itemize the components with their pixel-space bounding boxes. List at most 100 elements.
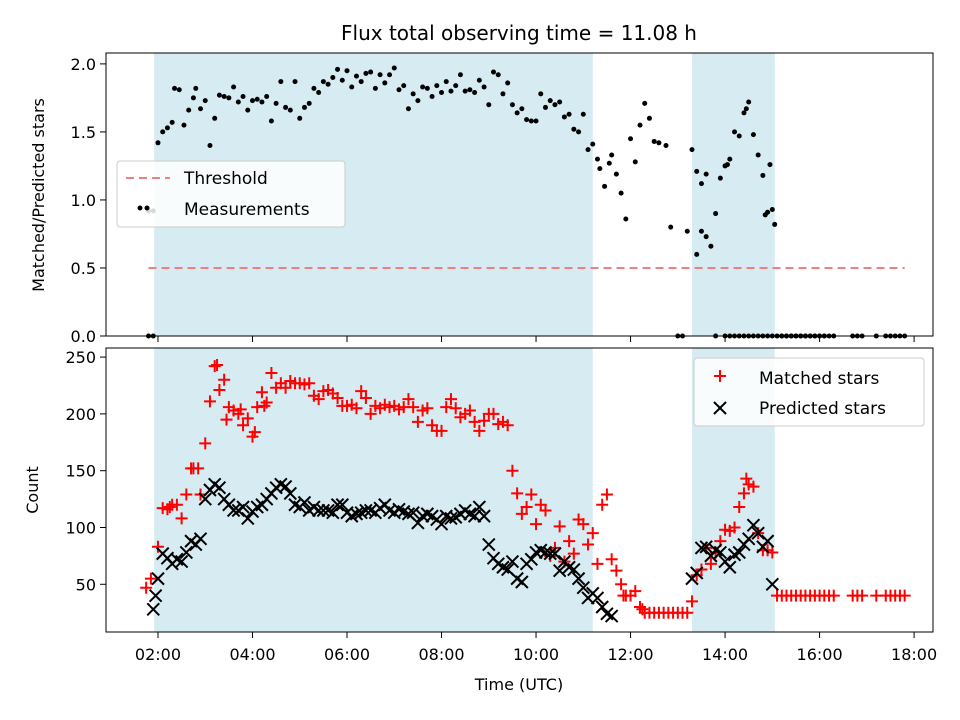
predicted-star-point — [241, 511, 255, 526]
predicted-star-point — [548, 546, 562, 561]
measurement-point — [703, 234, 709, 240]
measurement-point — [628, 136, 634, 142]
measurement-point — [542, 104, 548, 110]
matched-star-point — [255, 386, 268, 399]
matched-star-point — [563, 535, 576, 548]
ratio-y-axis-label: Matched/Predicted stars — [29, 98, 48, 292]
measurement-point — [155, 140, 161, 146]
matched-star-point — [237, 419, 250, 432]
measurement-point — [743, 106, 749, 112]
measurement-point — [415, 98, 421, 104]
measurement-point — [755, 152, 761, 158]
matched-star-point — [615, 578, 628, 591]
measurement-point — [632, 159, 638, 165]
matched-star-point — [553, 520, 566, 533]
measurement-point — [181, 122, 187, 128]
predicted-star-point — [198, 492, 212, 506]
measurement-point — [240, 94, 246, 100]
measurement-point — [297, 115, 303, 121]
ratio-observing-window-1 — [691, 53, 775, 336]
predicted-star-point — [467, 509, 482, 523]
measurement-point — [656, 140, 662, 146]
measurement-point — [472, 89, 478, 95]
measurement-point — [486, 102, 492, 108]
matched-star-point — [411, 415, 424, 428]
matched-star-point — [856, 589, 869, 602]
matched-star-point — [151, 540, 164, 553]
measurement-point — [235, 99, 241, 105]
matched-star-point — [350, 402, 363, 415]
count-panel-frame — [105, 347, 934, 633]
measurement-point — [311, 85, 317, 91]
count-x-tick-label: 02:00 — [135, 645, 181, 664]
predicted-star-point — [482, 537, 496, 552]
matched-star-point — [331, 391, 344, 404]
measurement-point — [476, 77, 482, 83]
predicted-star-point — [723, 560, 737, 574]
measurement-point — [349, 84, 355, 90]
matched-star-point — [144, 572, 157, 585]
predicted-star-point — [477, 509, 491, 523]
predicted-star-point — [349, 507, 364, 521]
predicted-star-point — [283, 486, 298, 501]
count-x-tick-label: 06:00 — [324, 645, 370, 664]
predicted-star-point — [326, 506, 340, 520]
measurement-point — [429, 94, 435, 100]
measurement-point — [358, 79, 364, 85]
measurement-point — [268, 118, 274, 124]
measurement-point — [491, 69, 497, 75]
measurement-point — [736, 133, 742, 139]
measurement-point — [453, 83, 459, 89]
matched-star-point — [208, 360, 221, 373]
predicted-star-point — [699, 540, 713, 554]
measurement-point — [249, 98, 255, 104]
measurement-point — [765, 209, 771, 215]
measurement-point — [226, 95, 232, 101]
predicted-star-point — [444, 511, 458, 526]
measurement-point — [169, 119, 175, 125]
predicted-star-point — [151, 571, 165, 586]
measurement-point — [566, 111, 572, 117]
legend-threshold-label: Threshold — [183, 169, 268, 189]
ratio-legend: Threshold Measurements — [116, 160, 346, 228]
matched-star-point — [478, 414, 491, 427]
count-y-axis-label: Count — [23, 466, 42, 514]
measurement-point — [164, 125, 170, 131]
measurement-point — [273, 100, 279, 106]
matched-star-point — [175, 512, 188, 525]
measurement-point — [698, 228, 704, 234]
measurement-point — [424, 85, 430, 91]
measurement-point — [190, 95, 196, 101]
measurement-point — [613, 171, 619, 177]
matched-star-point — [355, 385, 368, 398]
measurement-point — [245, 107, 251, 113]
measurement-point — [505, 80, 511, 86]
measurement-point — [330, 74, 336, 80]
measurement-point — [172, 85, 178, 91]
matched-star-point — [265, 366, 278, 379]
matched-star-point — [605, 553, 618, 566]
matched-star-point — [728, 521, 741, 534]
matched-star-point — [170, 498, 183, 511]
count-panel: 50 100 150 200 250 02:00 04:00 06:00 08:00 10:00… — [23, 347, 937, 694]
measurement-point — [547, 98, 553, 104]
measurement-point — [344, 68, 350, 74]
measurement-point — [216, 92, 222, 98]
matched-star-point — [364, 407, 377, 420]
count-y-tick-label: 200 — [65, 405, 96, 424]
matched-star-point — [525, 488, 538, 501]
predicted-star-point — [765, 577, 780, 591]
predicted-star-point — [604, 609, 619, 623]
matched-star-point — [211, 359, 224, 372]
measurement-point — [618, 190, 624, 196]
predicted-star-point — [760, 534, 775, 548]
matched-star-point — [303, 377, 316, 390]
matched-star-point — [577, 518, 590, 531]
measurement-point — [448, 88, 454, 94]
predicted-star-point — [472, 500, 487, 514]
matched-star-point — [740, 472, 753, 485]
predicted-star-point — [567, 562, 581, 577]
measurement-point — [160, 129, 166, 135]
measurement-point — [301, 104, 307, 110]
